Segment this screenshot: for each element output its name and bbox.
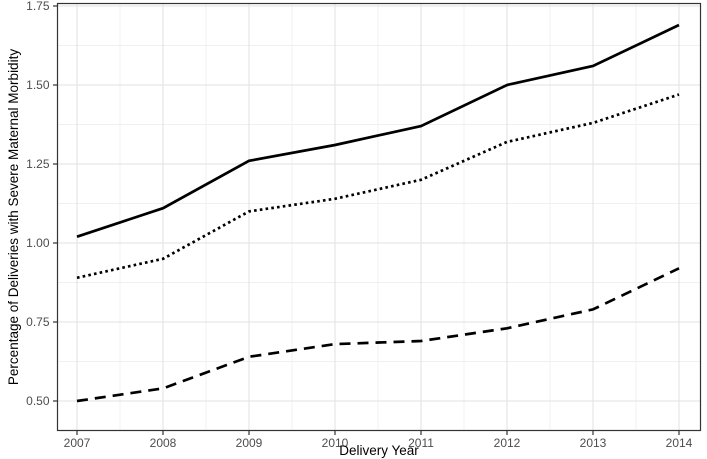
- x-axis-title: Delivery Year: [339, 443, 419, 458]
- x-tick-label: 2011: [408, 436, 434, 450]
- series-dotted-line: [76, 93, 680, 280]
- x-tick-label: 2013: [580, 436, 607, 450]
- y-tick-label: 0.50: [26, 394, 50, 408]
- y-tick-label: 0.75: [26, 315, 50, 329]
- axis-tick-marks: [53, 5, 680, 435]
- x-tick-label: 2007: [64, 436, 91, 450]
- y-tick-label: 1.75: [26, 0, 50, 13]
- x-tick-label: 2012: [494, 436, 521, 450]
- y-tick-label: 1.50: [26, 78, 50, 92]
- x-tick-label: 2009: [236, 436, 263, 450]
- y-tick-label: 1.00: [26, 236, 50, 250]
- axis-tick-labels: 0.50 0.75 1.00 1.25 1.50 1.75 2007 2008 2009 2010…: [26, 0, 693, 450]
- y-axis-title: Percentage of Deliveries with Severe Mat…: [6, 49, 21, 385]
- x-tick-label: 2010: [322, 436, 349, 450]
- x-tick-label: 2014: [666, 436, 693, 450]
- data-series-lines: [76, 23, 680, 403]
- series-solid-line: [76, 23, 680, 238]
- series-dashed-line: [76, 267, 680, 403]
- major-gridlines: [57, 3, 701, 431]
- y-tick-label: 1.25: [26, 157, 50, 171]
- x-tick-label: 2008: [150, 436, 177, 450]
- minor-gridlines: [57, 3, 701, 431]
- panel-border: [56, 2, 702, 432]
